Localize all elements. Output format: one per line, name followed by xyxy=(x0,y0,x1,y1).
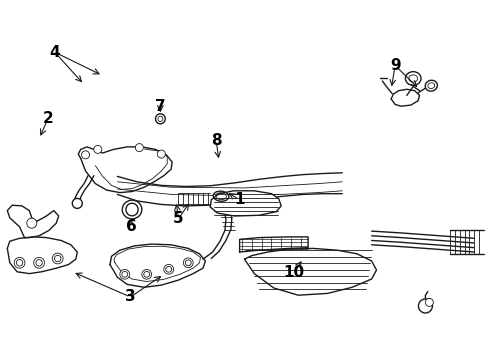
Ellipse shape xyxy=(427,83,434,89)
Ellipse shape xyxy=(163,264,173,274)
Ellipse shape xyxy=(215,193,226,200)
Ellipse shape xyxy=(36,260,42,266)
Polygon shape xyxy=(210,191,281,216)
Text: 1: 1 xyxy=(234,192,244,207)
Polygon shape xyxy=(7,205,59,238)
Ellipse shape xyxy=(142,269,151,279)
Polygon shape xyxy=(244,248,376,295)
Text: 3: 3 xyxy=(125,289,136,305)
Text: 7: 7 xyxy=(155,99,165,114)
Ellipse shape xyxy=(155,114,165,124)
Circle shape xyxy=(27,218,37,228)
Circle shape xyxy=(418,299,431,313)
Circle shape xyxy=(81,151,89,159)
Text: 6: 6 xyxy=(125,219,136,234)
Polygon shape xyxy=(239,237,307,252)
Ellipse shape xyxy=(405,72,420,85)
Circle shape xyxy=(425,298,432,306)
Ellipse shape xyxy=(185,260,191,266)
Ellipse shape xyxy=(54,255,61,262)
Circle shape xyxy=(135,144,143,152)
Ellipse shape xyxy=(158,116,163,121)
Text: 5: 5 xyxy=(173,211,183,226)
Ellipse shape xyxy=(122,200,142,219)
Ellipse shape xyxy=(425,80,436,91)
Ellipse shape xyxy=(213,191,228,201)
Ellipse shape xyxy=(408,75,417,82)
Ellipse shape xyxy=(125,203,138,216)
Polygon shape xyxy=(110,244,205,287)
Ellipse shape xyxy=(14,257,25,268)
Circle shape xyxy=(72,198,82,208)
Polygon shape xyxy=(390,89,419,106)
Text: 10: 10 xyxy=(283,265,304,280)
Circle shape xyxy=(94,145,102,153)
Ellipse shape xyxy=(143,271,149,277)
Ellipse shape xyxy=(183,258,193,268)
Text: 8: 8 xyxy=(210,133,221,148)
Text: 9: 9 xyxy=(389,58,400,73)
Circle shape xyxy=(157,150,165,158)
Text: 4: 4 xyxy=(49,45,60,60)
Ellipse shape xyxy=(122,271,127,277)
Ellipse shape xyxy=(16,260,23,266)
Polygon shape xyxy=(78,147,172,193)
Ellipse shape xyxy=(52,253,63,264)
Polygon shape xyxy=(7,237,77,274)
Ellipse shape xyxy=(34,257,44,268)
Ellipse shape xyxy=(165,266,171,272)
Text: 2: 2 xyxy=(42,111,53,126)
Ellipse shape xyxy=(120,269,129,279)
